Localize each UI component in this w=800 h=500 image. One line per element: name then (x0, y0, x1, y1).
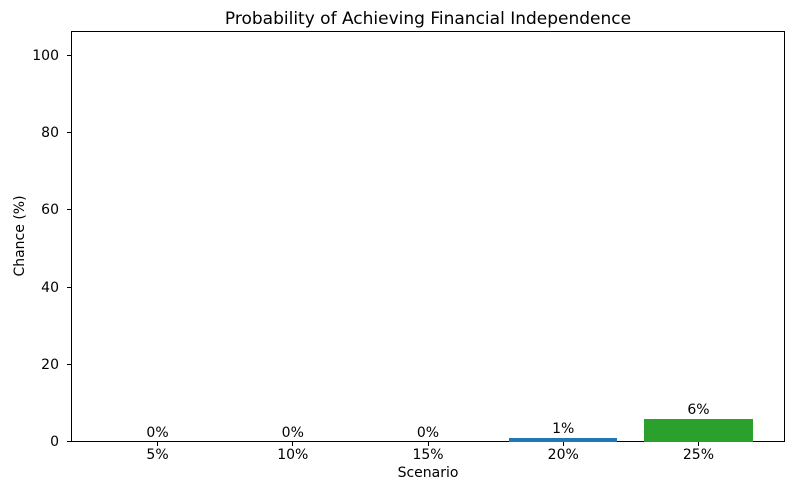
x-tick-label: 5% (146, 447, 169, 463)
bar-value-label: 6% (687, 401, 710, 418)
bar-value-label: 0% (281, 425, 304, 441)
y-tick-label: 20 (41, 356, 59, 373)
y-axis-label: Chance (%) (12, 195, 28, 277)
bar-value-label: 0% (146, 425, 169, 441)
x-tick-label: 10% (277, 447, 309, 463)
y-tick-mark (67, 55, 71, 57)
x-tick-mark (562, 442, 564, 446)
bar-value-label: 1% (552, 421, 575, 438)
y-tick-label: 100 (32, 48, 59, 65)
x-tick-mark (697, 442, 699, 446)
y-tick-mark (67, 132, 71, 134)
x-tick-mark (157, 442, 159, 446)
plot-area (71, 31, 785, 442)
y-tick-mark (67, 441, 71, 442)
x-tick-mark (292, 442, 294, 446)
x-tick-mark (427, 442, 429, 446)
y-tick-mark (67, 209, 71, 211)
y-tick-label: 40 (41, 279, 59, 296)
y-tick-mark (67, 286, 71, 288)
x-tick-label: 20% (547, 447, 579, 463)
y-tick-label: 80 (41, 125, 59, 142)
y-tick-label: 60 (41, 202, 59, 219)
bar (509, 438, 618, 442)
chart-title: Probability of Achieving Financial Indep… (224, 9, 632, 29)
x-tick-label: 15% (412, 447, 444, 463)
x-axis-label: Scenario (397, 465, 459, 481)
bar-value-label: 0% (416, 425, 440, 441)
bar (644, 418, 753, 442)
x-tick-label: 25% (682, 447, 715, 463)
y-tick-mark (67, 363, 71, 365)
y-tick-label: 0 (50, 434, 59, 450)
